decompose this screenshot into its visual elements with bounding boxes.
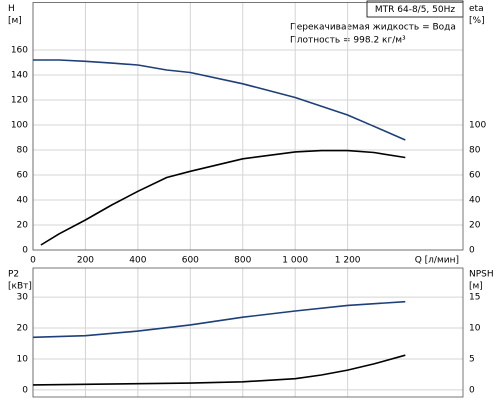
y-axis-label: [м] [8, 16, 22, 26]
y2-tick-label: 0 [469, 385, 475, 395]
y2-axis-label: NPSH [469, 270, 494, 280]
y2-axis-label: eta [469, 4, 484, 14]
y2-tick-label: 10 [469, 324, 481, 334]
x-axis-label: Q [л/мин] [415, 256, 459, 266]
y2-tick-label: 80 [469, 146, 481, 156]
y-tick-label: 30 [17, 293, 29, 303]
y2-tick-label: 40 [469, 196, 481, 206]
x-tick-label: 200 [77, 256, 94, 266]
y-tick-label: 80 [17, 146, 29, 156]
y-tick-label: 120 [11, 96, 28, 106]
x-tick-label: 0 [30, 256, 36, 266]
curve [32, 354, 406, 386]
y2-tick-label: 5 [469, 354, 475, 364]
x-tick-label: 1 000 [282, 256, 308, 266]
y-axis-label: H [8, 4, 15, 14]
x-tick-label: 600 [182, 256, 199, 266]
y2-tick-label: 20 [469, 221, 481, 231]
y-tick-label: 0 [22, 385, 28, 395]
plot-frame [32, 267, 464, 398]
x-tick-label: 800 [234, 256, 251, 266]
y-tick-label: 160 [11, 46, 28, 56]
y2-tick-label: 0 [469, 246, 475, 256]
y-tick-label: 20 [17, 221, 29, 231]
y2-tick-label: 15 [469, 293, 480, 303]
y-tick-label: 60 [17, 171, 29, 181]
y2-tick-label: 60 [469, 171, 481, 181]
y-tick-label: 20 [17, 324, 29, 334]
y2-tick-label: 100 [469, 121, 486, 131]
y-tick-label: 10 [17, 354, 29, 364]
y-tick-label: 100 [11, 121, 28, 131]
y2-axis-label: [м] [469, 282, 483, 292]
y-tick-label: 40 [17, 196, 29, 206]
chart-title: MTR 64-8/5, 50Hz [375, 5, 456, 15]
plot-frame [32, 2, 464, 251]
y-axis-label: P2 [8, 270, 19, 280]
x-tick-label: 400 [129, 256, 146, 266]
y-tick-label: 0 [22, 246, 28, 256]
y-tick-label: 140 [11, 71, 28, 81]
y2-axis-label: [%] [469, 16, 485, 26]
annotation: Перекачиваемая жидкость = Вода [290, 23, 456, 33]
x-tick-label: 1 200 [335, 256, 361, 266]
y-axis-label: [кВт] [8, 282, 32, 292]
curve [40, 149, 406, 246]
curve [32, 300, 406, 339]
curve [33, 59, 406, 141]
